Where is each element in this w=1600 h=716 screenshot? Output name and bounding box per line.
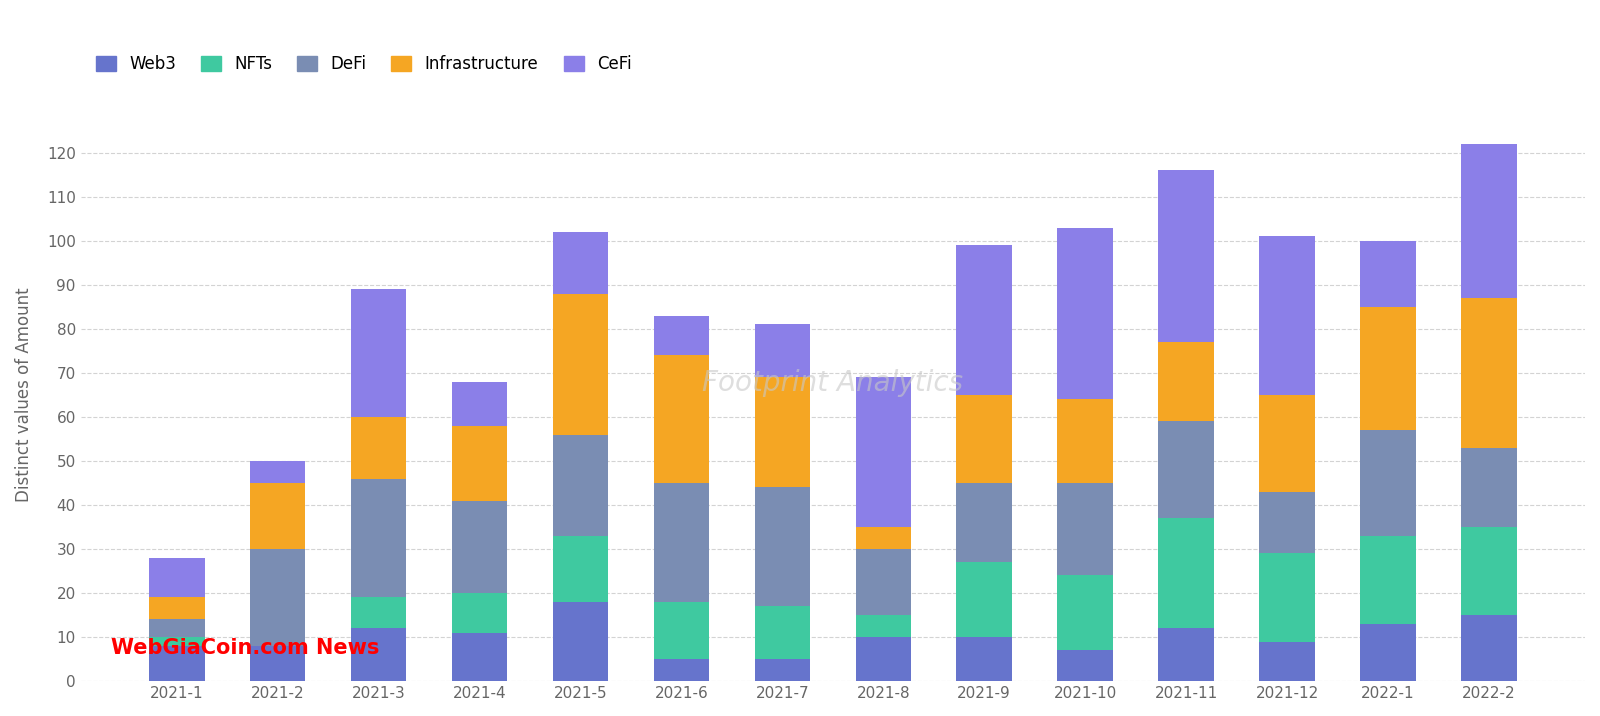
Bar (552, 294, 608, 435)
Bar (149, 597, 205, 619)
Bar (1058, 483, 1114, 576)
Bar (1360, 241, 1416, 306)
Bar (451, 382, 507, 426)
Bar (250, 461, 306, 483)
Bar (451, 593, 507, 633)
Bar (350, 478, 406, 597)
Bar (856, 615, 910, 637)
Legend: Web3, NFTs, DeFi, Infrastructure, CeFi: Web3, NFTs, DeFi, Infrastructure, CeFi (90, 48, 638, 79)
Bar (149, 646, 205, 681)
Bar (957, 483, 1011, 562)
Bar (1259, 236, 1315, 395)
Bar (250, 483, 306, 549)
Bar (1058, 576, 1114, 650)
Bar (1461, 298, 1517, 448)
Bar (250, 646, 306, 681)
Bar (1461, 144, 1517, 298)
Bar (1158, 342, 1214, 421)
Bar (451, 426, 507, 500)
Bar (755, 377, 810, 488)
Bar (1461, 527, 1517, 615)
Bar (552, 232, 608, 294)
Bar (1158, 518, 1214, 629)
Bar (755, 606, 810, 659)
Bar (1259, 395, 1315, 492)
Bar (957, 395, 1011, 483)
Bar (350, 629, 406, 681)
Bar (1360, 536, 1416, 624)
Bar (350, 597, 406, 629)
Bar (856, 527, 910, 549)
Bar (552, 435, 608, 536)
Bar (149, 558, 205, 597)
Bar (1058, 400, 1114, 483)
Bar (1158, 170, 1214, 342)
Bar (552, 602, 608, 681)
Bar (957, 245, 1011, 395)
Bar (1360, 624, 1416, 681)
Bar (1158, 421, 1214, 518)
Bar (856, 637, 910, 681)
Bar (1058, 228, 1114, 400)
Y-axis label: Distinct values of Amount: Distinct values of Amount (14, 288, 34, 502)
Bar (350, 289, 406, 417)
Bar (654, 316, 709, 355)
Bar (149, 619, 205, 637)
Bar (1360, 430, 1416, 536)
Bar (149, 637, 205, 646)
Bar (1259, 553, 1315, 642)
Bar (1259, 492, 1315, 553)
Bar (1259, 642, 1315, 681)
Bar (755, 324, 810, 377)
Bar (856, 377, 910, 527)
Bar (755, 659, 810, 681)
Bar (1461, 448, 1517, 527)
Bar (250, 549, 306, 646)
Bar (654, 659, 709, 681)
Bar (1461, 615, 1517, 681)
Bar (1158, 629, 1214, 681)
Bar (552, 536, 608, 602)
Bar (755, 488, 810, 606)
Bar (957, 562, 1011, 637)
Text: Footprint Analytics: Footprint Analytics (702, 369, 963, 397)
Bar (654, 602, 709, 659)
Bar (856, 549, 910, 615)
Bar (654, 355, 709, 483)
Bar (1360, 306, 1416, 430)
Bar (957, 637, 1011, 681)
Bar (451, 500, 507, 593)
Bar (350, 417, 406, 478)
Bar (654, 483, 709, 602)
Text: WebGiaCoin.com News: WebGiaCoin.com News (110, 638, 379, 658)
Bar (1058, 650, 1114, 681)
Bar (451, 633, 507, 681)
